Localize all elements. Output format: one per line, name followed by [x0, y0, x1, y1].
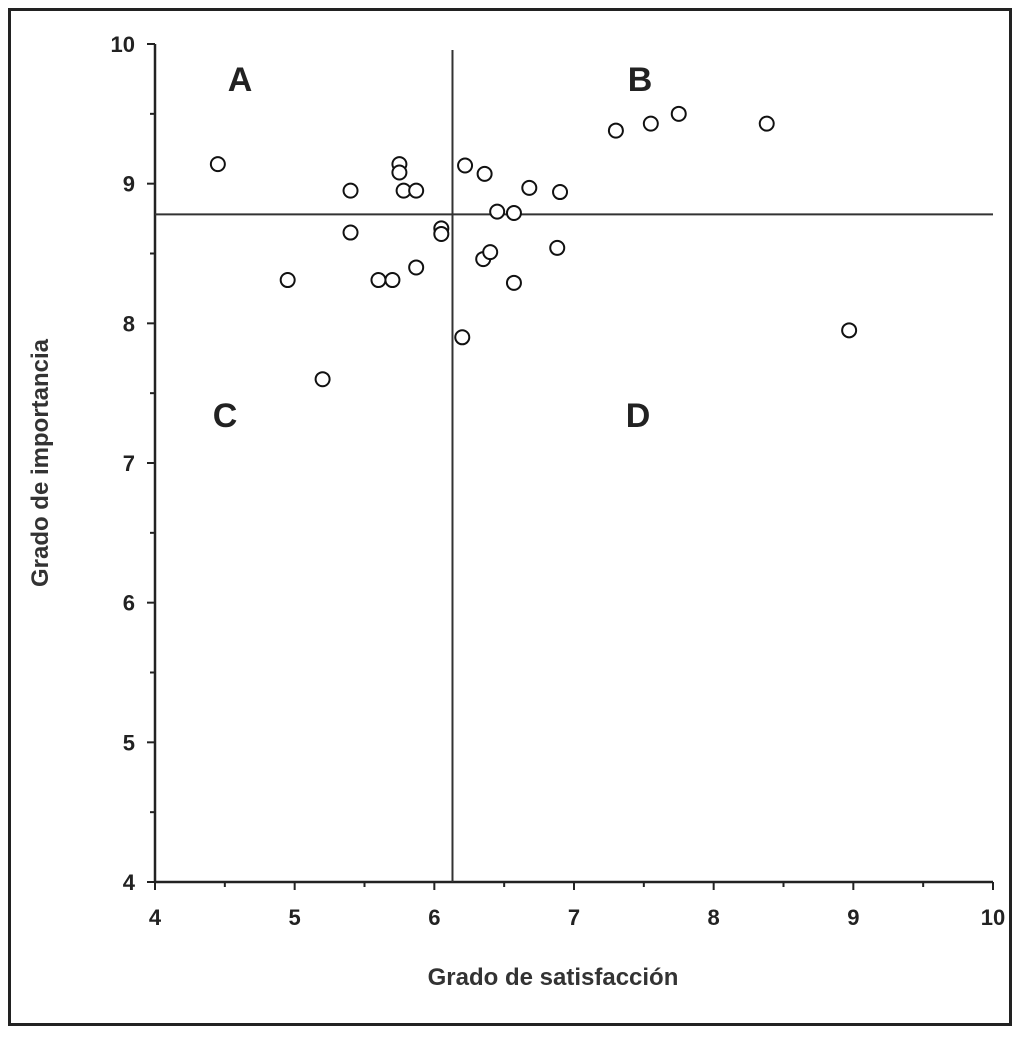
- x-tick-label: 6: [428, 905, 440, 930]
- data-point: [342, 224, 359, 241]
- reference-lines: [155, 50, 993, 882]
- data-point: [758, 115, 775, 132]
- x-tick-label: 10: [981, 905, 1005, 930]
- data-point: [670, 105, 687, 122]
- axis-ticks: 4 5 6 7 8 9 10 4 5 6 7 8 9 10: [111, 32, 1006, 930]
- data-point: [408, 182, 425, 199]
- data-point: [505, 274, 522, 291]
- data-point: [454, 329, 471, 346]
- data-point: [552, 184, 569, 201]
- data-point: [521, 179, 538, 196]
- y-tick-label: 9: [123, 172, 135, 197]
- y-tick-label: 4: [123, 870, 136, 895]
- x-axis-title: Grado de satisfacción: [428, 964, 679, 991]
- y-tick-label: 8: [123, 311, 135, 336]
- x-tick-label: 9: [847, 905, 859, 930]
- y-tick-label: 6: [123, 591, 135, 616]
- data-point: [314, 371, 331, 388]
- data-point: [457, 157, 474, 174]
- y-tick-label: 7: [123, 451, 135, 476]
- data-points: [209, 105, 858, 388]
- x-tick-label: 4: [149, 905, 162, 930]
- axes: [153, 44, 993, 884]
- data-point: [279, 272, 296, 289]
- x-tick-label: 7: [568, 905, 580, 930]
- y-axis-title: Grado de importancia: [27, 338, 54, 587]
- quadrant-label-b: B: [628, 61, 653, 99]
- data-point: [433, 225, 450, 242]
- y-tick-label: 5: [123, 730, 135, 755]
- quadrant-label-d: D: [626, 397, 651, 435]
- x-tick-label: 8: [708, 905, 720, 930]
- data-point: [549, 239, 566, 256]
- data-point: [482, 244, 499, 261]
- x-tick-label: 5: [289, 905, 301, 930]
- data-point: [505, 204, 522, 221]
- data-point: [607, 122, 624, 139]
- data-point: [476, 165, 493, 182]
- y-tick-label: 10: [111, 32, 135, 57]
- data-point: [408, 259, 425, 276]
- data-point: [642, 115, 659, 132]
- data-point: [209, 156, 226, 173]
- data-point: [370, 272, 387, 289]
- data-point: [489, 203, 506, 220]
- chart-frame: [8, 8, 1012, 1026]
- data-point: [342, 182, 359, 199]
- data-point: [384, 272, 401, 289]
- quadrant-label-a: A: [228, 61, 253, 99]
- quadrant-label-c: C: [213, 397, 238, 435]
- data-point: [841, 322, 858, 339]
- data-point: [391, 164, 408, 181]
